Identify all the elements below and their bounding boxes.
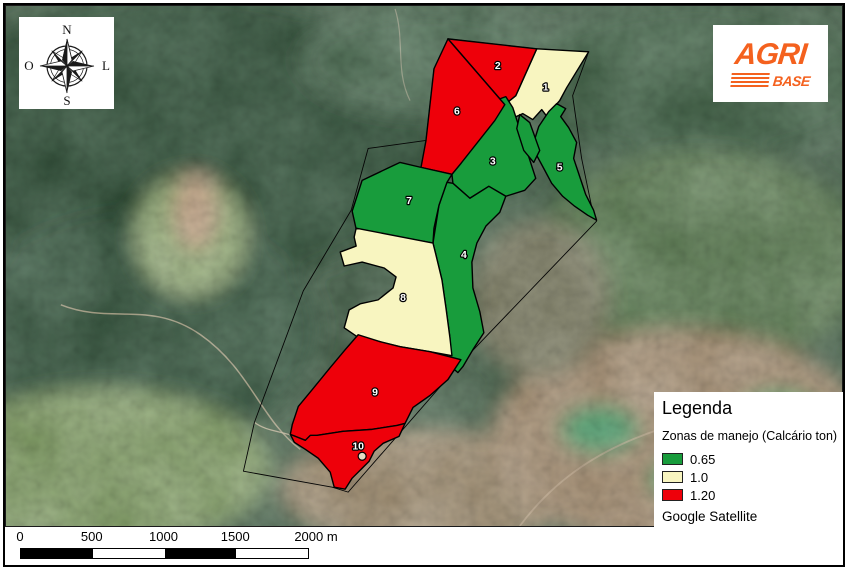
legend-value: 1.20: [690, 487, 716, 503]
legend-basemap-name: Google Satellite: [662, 509, 758, 524]
compass-north-label: N: [62, 22, 72, 37]
zone-fragment-polygon: [516, 113, 541, 164]
legend-swatch: [662, 471, 683, 483]
logo-subrow: BASE: [730, 72, 811, 89]
management-zones-layer: [289, 38, 598, 490]
legend-title: Legenda: [662, 398, 733, 418]
compass-star: [39, 38, 95, 94]
zone-label-2: 2: [495, 61, 501, 72]
satellite-basemap: [6, 6, 842, 526]
logo-speed-lines: [730, 72, 770, 88]
zone-label-3: 3: [490, 156, 496, 167]
scale-labels: 0 500 1000 1500 2000 m: [0, 529, 360, 545]
legend-panel: Legenda Zonas de manejo (Calcário ton) 0…: [654, 392, 843, 527]
zone-label-1: 1: [543, 83, 549, 94]
legend-swatch: [662, 489, 683, 501]
agribase-logo: AGRI BASE: [713, 25, 828, 102]
compass-rose: N L S O: [19, 17, 114, 109]
legend-item: 1.0: [662, 468, 843, 486]
compass-west-label: O: [24, 58, 33, 73]
zone-labels-layer: 1 2 3 4 5 6 7 8 9 10: [351, 60, 564, 454]
zone-label-6: 6: [454, 107, 460, 118]
logo-sub-wordmark: BASE: [772, 72, 811, 89]
legend-value: 0.65: [690, 451, 716, 467]
legend-value: 1.0: [690, 469, 709, 485]
scale-bar-segment: [92, 549, 165, 558]
zone-label-5: 5: [557, 162, 563, 173]
legend-item: 1.20: [662, 486, 843, 504]
zone-polygon-8: [339, 227, 453, 357]
legend-item: 0.65: [662, 450, 843, 468]
zone-label-9: 9: [372, 388, 378, 399]
zone-polygon-7: [351, 161, 453, 244]
map-canvas: 1 2 3 4 5 6 7 8 9 10: [6, 6, 842, 526]
zone-label-7: 7: [406, 196, 412, 207]
compass-south-label: S: [63, 93, 70, 108]
scale-bar-segment: [236, 549, 308, 558]
scale-bar: 0 500 1000 1500 2000 m: [0, 527, 360, 567]
scale-tick-label: 2000 m: [294, 529, 338, 544]
legend-items: 0.65 1.0 1.20: [662, 450, 843, 504]
scale-bar-segment: [21, 549, 93, 558]
map-viewport: 1 2 3 4 5 6 7 8 9 10: [5, 5, 843, 527]
zone-10-hole: [357, 451, 367, 461]
property-boundary-line: [242, 38, 598, 493]
logo-wordmark: AGRI: [733, 37, 808, 71]
scale-bar-graphic: [20, 548, 309, 559]
scale-tick-label: 1000: [149, 529, 178, 544]
scale-tick-label: 0: [16, 529, 24, 544]
scale-tick-label: 1500: [220, 529, 250, 544]
zone-polygon-10: [289, 422, 406, 490]
legend-swatch: [662, 453, 683, 465]
compass-east-label: L: [102, 58, 110, 73]
zone-polygon-5: [533, 102, 598, 221]
zone-label-8: 8: [400, 293, 406, 304]
zone-label-10: 10: [352, 441, 364, 452]
zone-label-4: 4: [461, 250, 467, 261]
legend-layer-name: Zonas de manejo (Calcário ton): [662, 429, 838, 443]
scale-tick-label: 500: [80, 529, 103, 544]
scale-bar-segment: [164, 549, 237, 558]
